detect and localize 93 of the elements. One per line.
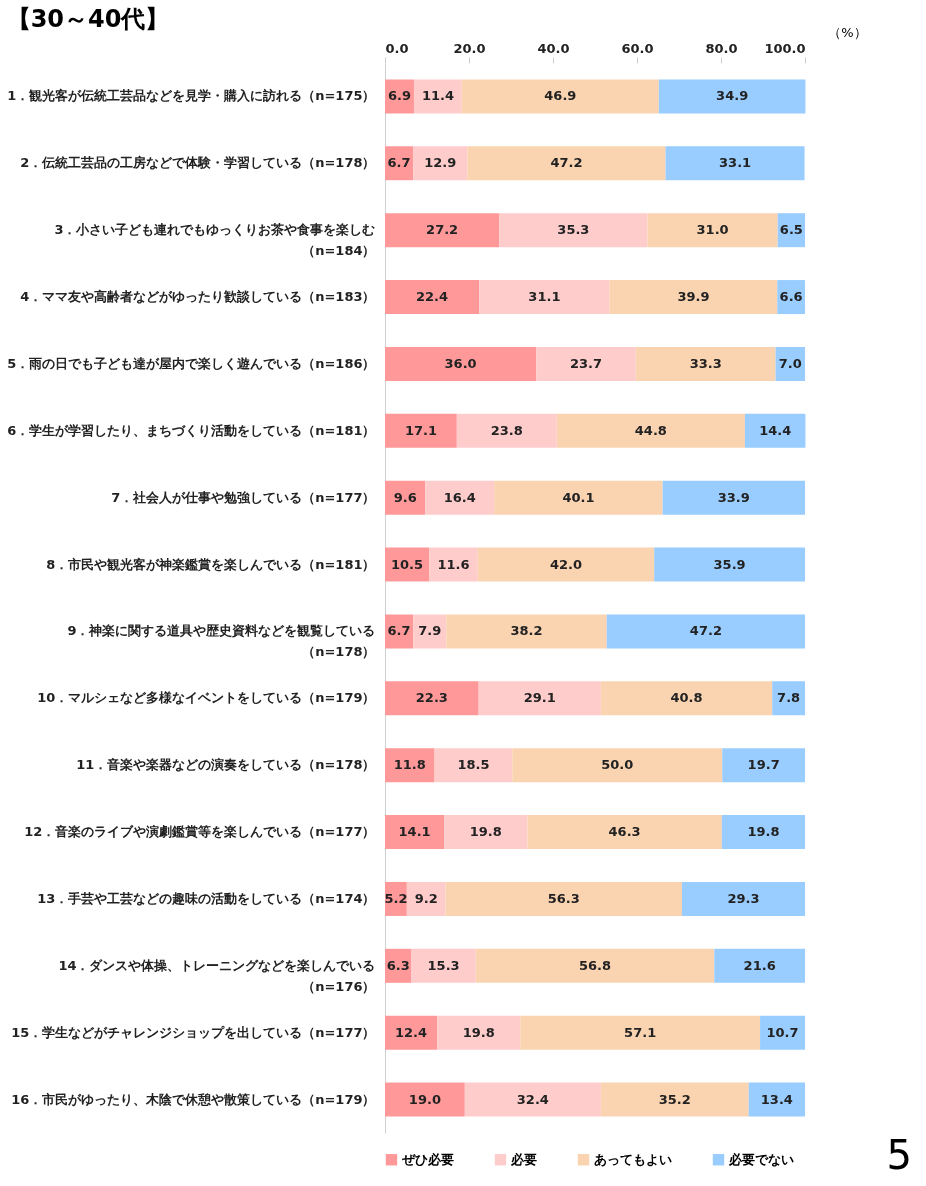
data-label: 14.1: [398, 824, 431, 840]
data-label: 44.8: [634, 422, 667, 438]
data-label: 27.2: [426, 222, 459, 238]
data-label: 36.0: [444, 355, 477, 371]
legend-label: 必要: [510, 1151, 537, 1167]
x-tick-label: 40.0: [537, 40, 570, 56]
data-label: 31.0: [696, 222, 729, 238]
legend-label: 必要でない: [728, 1151, 794, 1167]
data-label: 6.7: [387, 623, 411, 639]
y-tick-label: 13．手芸や工芸などの趣味の活動をしている（n=174）: [37, 890, 376, 906]
data-label: 23.7: [569, 355, 603, 371]
text: 5: [886, 1132, 912, 1178]
data-label: 42.0: [549, 556, 583, 572]
data-label: 15.3: [427, 957, 460, 973]
y-tick-label: 12．音楽のライブや演劇鑑賞等を楽しんでいる（n=177）: [24, 824, 376, 840]
data-label: 33.1: [719, 155, 752, 171]
data-label: 23.8: [490, 422, 523, 438]
data-label: 19.8: [469, 824, 502, 840]
y-tick-label: 4．ママ友や高齢者などがゆったり歓談している（n=183）: [20, 289, 376, 305]
x-tick-label: 60.0: [621, 40, 654, 56]
data-label: 31.1: [528, 289, 561, 305]
data-label: 35.9: [713, 556, 746, 572]
data-label: 56.8: [578, 957, 612, 973]
data-label: 11.8: [393, 757, 426, 773]
data-label: 34.9: [716, 88, 749, 104]
data-label: 40.1: [562, 489, 595, 505]
data-label: 14.4: [759, 422, 792, 438]
data-label: 33.3: [689, 355, 722, 371]
y-tick-label: 1．観光客が伝統工芸品などを見学・購入に訪れる（n=175）: [7, 88, 376, 104]
data-label: 19.7: [747, 757, 780, 773]
data-label: 17.1: [404, 422, 437, 438]
y-tick-label: 10．マルシェなど多様なイベントをしている（n=179）: [37, 690, 376, 706]
data-label: 35.2: [658, 1091, 691, 1107]
data-label: 18.5: [457, 757, 490, 773]
y-tick-label: 11．音楽や楽器などの演奏をしている（n=178）: [76, 757, 376, 773]
data-label: 46.3: [608, 824, 641, 840]
data-label: 9.6: [393, 489, 417, 505]
y-tick-label: 7．社会人が仕事や勉強している（n=177）: [111, 489, 376, 505]
data-label: 11.6: [437, 556, 470, 572]
y-tick-label: 6．学生が学習したり、まちづくり活動をしている（n=181）: [7, 422, 376, 438]
data-label: 57.1: [624, 1024, 657, 1040]
data-label: 19.8: [747, 824, 780, 840]
data-label: 12.9: [424, 155, 457, 171]
data-label: 11.4: [421, 88, 454, 104]
data-label: 50.0: [601, 757, 634, 773]
x-tick-label: 100.0: [764, 40, 806, 56]
x-tick-label: 20.0: [453, 40, 486, 56]
data-label: 38.2: [510, 623, 543, 639]
legend-label: ぜひ必要: [401, 1151, 454, 1167]
data-label: 56.3: [547, 890, 580, 906]
y-tick-label: 5．雨の日でも子ども達が屋内で楽しく遊んでいる（n=186）: [7, 355, 376, 371]
data-label: 10.5: [391, 556, 424, 572]
data-label: 16.4: [443, 489, 476, 505]
data-label: 6.3: [386, 957, 410, 973]
x-tick-label: 0.0: [385, 40, 409, 56]
y-tick-label: 8．市民や観光客が神楽鑑賞を楽しんでいる（n=181）: [46, 556, 376, 572]
data-label: 7.8: [777, 690, 801, 706]
data-label: 7.0: [778, 355, 802, 371]
x-axis-title: （%）: [828, 24, 867, 40]
y-tick-label: 15．学生などがチャレンジショップを出している（n=177）: [11, 1024, 376, 1040]
data-label: 6.5: [779, 222, 803, 238]
data-label: 29.1: [523, 690, 556, 706]
data-label: 39.9: [677, 289, 710, 305]
data-label: 40.8: [670, 690, 703, 706]
legend-label: あってもよい: [594, 1151, 672, 1167]
y-tick-label: 14．ダンスや体操、トレーニングなどを楽しんでいる（n=176）: [58, 957, 376, 994]
data-label: 22.3: [415, 690, 448, 706]
data-label: 21.6: [743, 957, 776, 973]
y-tick-label: 2．伝統工芸品の工房などで体験・学習している（n=178）: [20, 155, 376, 171]
data-label: 6.9: [387, 88, 412, 104]
data-label: 46.9: [544, 88, 577, 104]
data-label: 47.2: [689, 623, 722, 639]
data-label: 19.8: [462, 1024, 495, 1040]
data-label: 35.3: [557, 222, 590, 238]
data-label: 22.4: [416, 289, 449, 305]
data-label: 10.7: [766, 1024, 799, 1040]
data-label: 6.7: [387, 155, 411, 171]
x-tick-label: 80.0: [705, 40, 738, 56]
data-label: 13.4: [760, 1091, 793, 1107]
text: 【30～40代】: [6, 5, 170, 33]
data-label: 7.9: [418, 623, 442, 639]
y-tick-label: 9．神楽に関する道具や歴史資料などを観覧している（n=178）: [67, 623, 376, 660]
data-label: 5.2: [384, 890, 408, 906]
y-tick-label: 3．小さい子ども連れでもゆっくりお茶や食事を楽しむ（n=184）: [54, 222, 376, 259]
data-label: 32.4: [516, 1091, 549, 1107]
data-label: 19.0: [408, 1091, 441, 1107]
data-label: 33.9: [717, 489, 750, 505]
data-label: 29.3: [727, 890, 760, 906]
data-label: 47.2: [550, 155, 583, 171]
data-label: 6.6: [779, 289, 803, 305]
data-label: 12.4: [395, 1024, 428, 1040]
data-label: 9.2: [414, 890, 438, 906]
y-tick-label: 16．市民がゆったり、木陰で休憩や散策している（n=179）: [11, 1091, 376, 1107]
